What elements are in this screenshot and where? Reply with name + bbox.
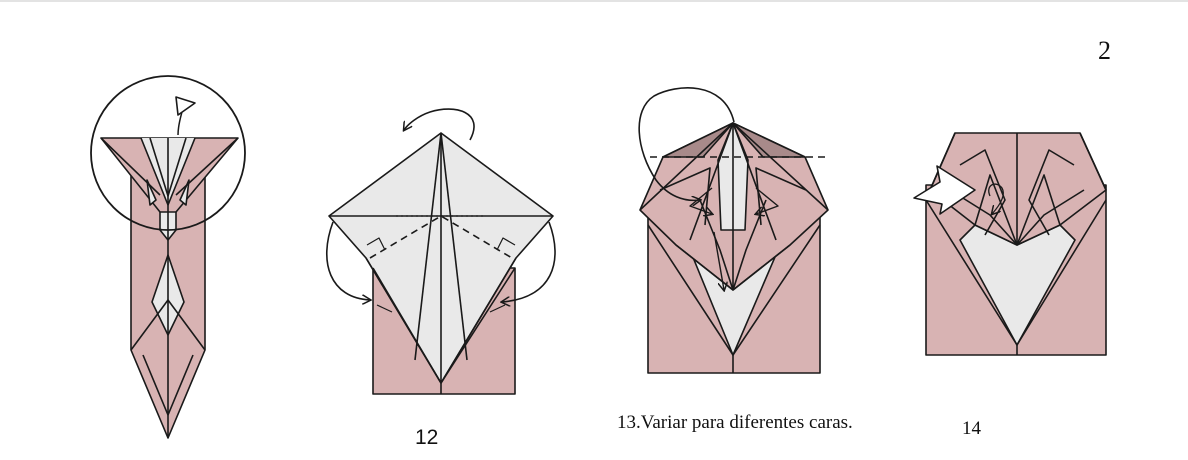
step-12-figure	[325, 108, 556, 395]
step-label-12: 12	[415, 426, 439, 449]
top-border	[0, 0, 1188, 2]
step-label-13: 13.Variar para diferentes caras.	[617, 412, 853, 433]
push-arrow-icon	[913, 165, 976, 215]
step-14-figure	[913, 132, 1107, 356]
page-number: 2	[1098, 36, 1111, 65]
step-11-figure	[90, 75, 246, 439]
open-arrow-icon	[175, 96, 196, 116]
step-13-figure	[638, 87, 829, 374]
step-label-14: 14	[962, 418, 981, 439]
